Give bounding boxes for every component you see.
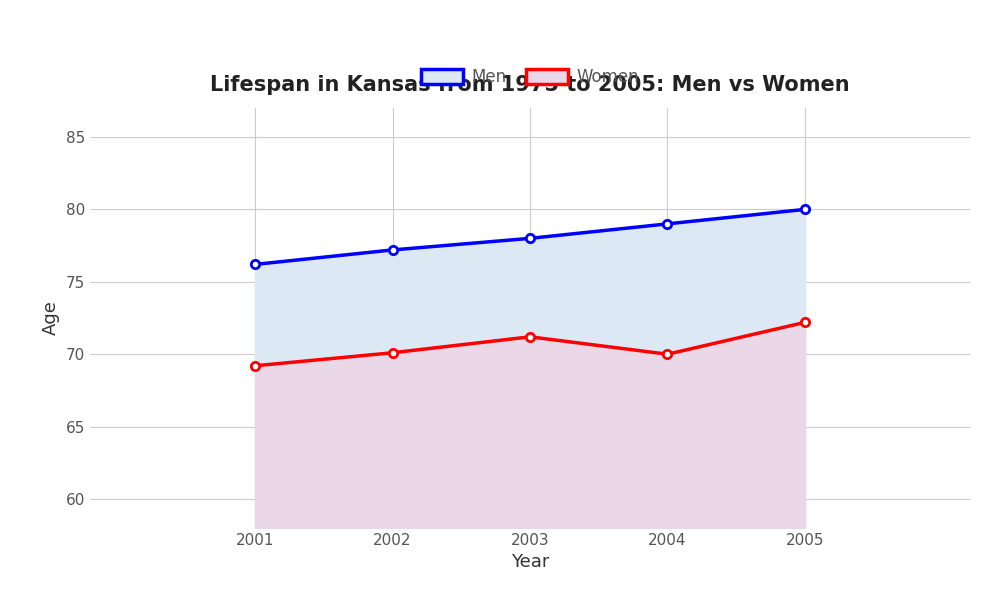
Legend: Men, Women: Men, Women: [414, 62, 646, 93]
Title: Lifespan in Kansas from 1975 to 2005: Men vs Women: Lifespan in Kansas from 1975 to 2005: Me…: [210, 76, 850, 95]
X-axis label: Year: Year: [511, 553, 549, 571]
Y-axis label: Age: Age: [42, 301, 60, 335]
